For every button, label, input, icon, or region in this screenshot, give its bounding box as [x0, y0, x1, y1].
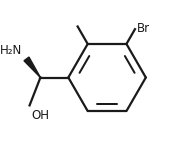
- Text: OH: OH: [31, 109, 49, 122]
- Polygon shape: [24, 57, 40, 78]
- Text: H₂N: H₂N: [0, 44, 22, 57]
- Text: Br: Br: [136, 22, 150, 35]
